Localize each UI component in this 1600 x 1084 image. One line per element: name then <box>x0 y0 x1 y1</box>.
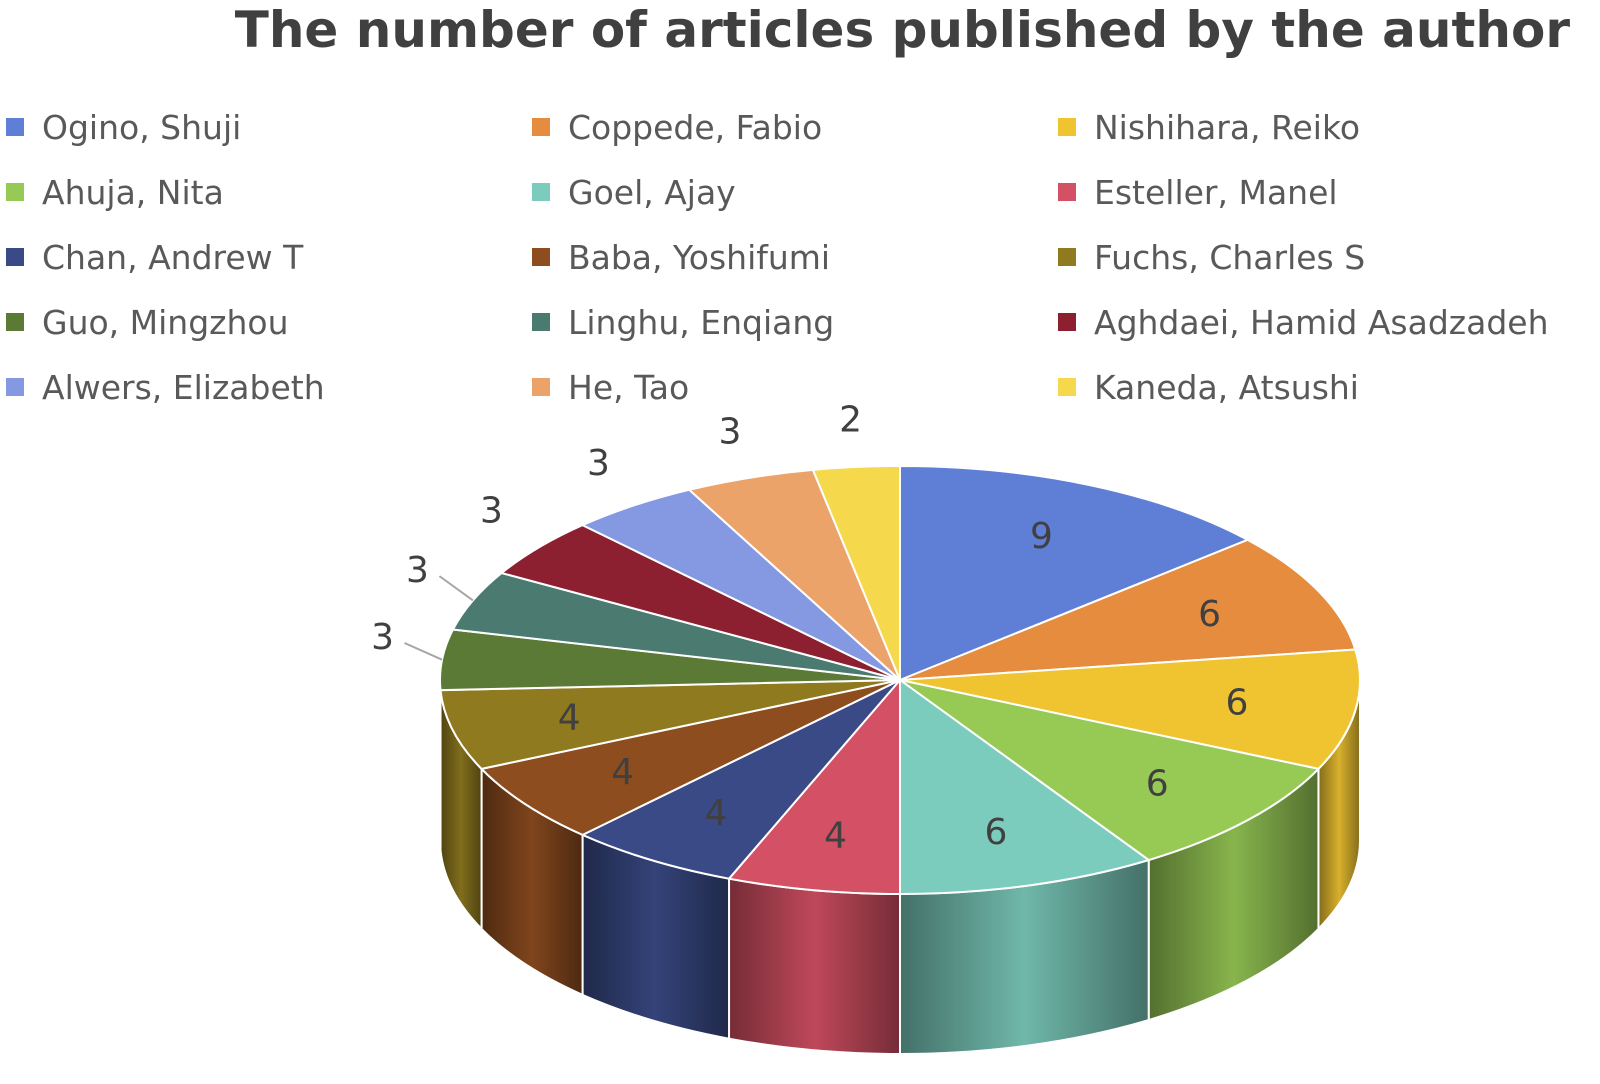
legend-item: Fuchs, Charles S <box>1058 237 1365 277</box>
legend-swatch <box>1058 183 1076 201</box>
legend-label: Guo, Mingzhou <box>42 302 289 342</box>
legend-swatch <box>532 183 550 201</box>
legend-item: Linghu, Enqiang <box>532 302 834 342</box>
legend-item: Alwers, Elizabeth <box>6 367 325 407</box>
pie-slice <box>580 679 901 880</box>
data-label: 4 <box>611 752 634 793</box>
data-label: 4 <box>558 697 581 738</box>
legend-item: Aghdaei, Hamid Asadzadeh <box>1058 302 1549 342</box>
legend-swatch <box>6 248 24 266</box>
pie-slice <box>811 464 901 681</box>
legend-label: Aghdaei, Hamid Asadzadeh <box>1094 302 1549 342</box>
data-label: 6 <box>1146 764 1169 805</box>
pie-slice <box>439 679 901 770</box>
pie-slice <box>899 464 1250 682</box>
data-label: 6 <box>984 812 1007 853</box>
legend-item: Esteller, Manel <box>1058 172 1338 212</box>
chart-title: The number of articles published by the … <box>234 1 1570 59</box>
legend-label: Fuchs, Charles S <box>1094 237 1366 277</box>
legend-swatch <box>532 248 550 266</box>
legend-label: Goel, Ajay <box>568 172 736 212</box>
pie-slice <box>899 678 1151 896</box>
legend-swatch <box>6 313 24 331</box>
legend: Ogino, Shuji Coppede, Fabio Nishihara, Rei… <box>0 95 1600 425</box>
legend-item: Kaneda, Atsushi <box>1058 367 1359 407</box>
legend-item: Baba, Yoshifumi <box>532 237 830 277</box>
legend-label: He, Tao <box>568 367 690 407</box>
leader-line <box>438 575 474 602</box>
legend-swatch <box>1058 313 1076 331</box>
legend-item: Chan, Andrew T <box>6 237 303 277</box>
legend-label: Nishihara, Reiko <box>1094 107 1361 147</box>
legend-label: Baba, Yoshifumi <box>568 237 831 277</box>
pie-slice <box>899 648 1361 770</box>
legend-item: Goel, Ajay <box>532 172 736 212</box>
pie-slice <box>479 679 901 836</box>
pie-slice <box>899 679 1321 862</box>
legend-label: Kaneda, Atsushi <box>1094 367 1359 407</box>
legend-item: Nishihara, Reiko <box>1058 107 1360 147</box>
legend-swatch <box>6 118 24 136</box>
legend-item: He, Tao <box>532 367 689 407</box>
legend-item: Ogino, Shuji <box>6 107 241 147</box>
legend-swatch <box>6 378 24 396</box>
legend-label: Alwers, Elizabeth <box>42 367 325 407</box>
pie-slice-side <box>439 679 442 851</box>
pie-slice <box>727 677 901 896</box>
legend-swatch <box>1058 248 1076 266</box>
legend-swatch <box>1058 118 1076 136</box>
legend-label: Ahuja, Nita <box>42 172 224 212</box>
data-label: 9 <box>1030 516 1053 557</box>
leader-line <box>404 642 443 661</box>
legend-item: Guo, Mingzhou <box>6 302 289 342</box>
data-label: 3 <box>406 550 429 591</box>
pie-slice-side <box>728 877 901 1056</box>
data-label: 6 <box>1225 683 1248 724</box>
legend-swatch <box>532 118 550 136</box>
pie-slice <box>899 538 1357 681</box>
data-label: 3 <box>719 411 742 452</box>
data-label: 2 <box>839 399 862 440</box>
data-label: 3 <box>587 443 610 484</box>
data-label: 3 <box>480 491 503 532</box>
data-label: 4 <box>824 815 847 856</box>
legend-item: Coppede, Fabio <box>532 107 822 147</box>
legend-swatch <box>532 313 550 331</box>
legend-swatch <box>1058 378 1076 396</box>
legend-label: Ogino, Shuji <box>42 107 242 147</box>
legend-swatch <box>6 183 24 201</box>
legend-label: Coppede, Fabio <box>568 107 823 147</box>
data-label: 6 <box>1198 594 1221 635</box>
legend-swatch <box>532 378 550 396</box>
legend-label: Esteller, Manel <box>1094 172 1338 212</box>
data-label: 4 <box>705 793 728 834</box>
legend-label: Chan, Andrew T <box>42 237 304 277</box>
legend-item: Ahuja, Nita <box>6 172 224 212</box>
data-label: 3 <box>371 617 394 658</box>
legend-label: Linghu, Enqiang <box>568 302 835 342</box>
